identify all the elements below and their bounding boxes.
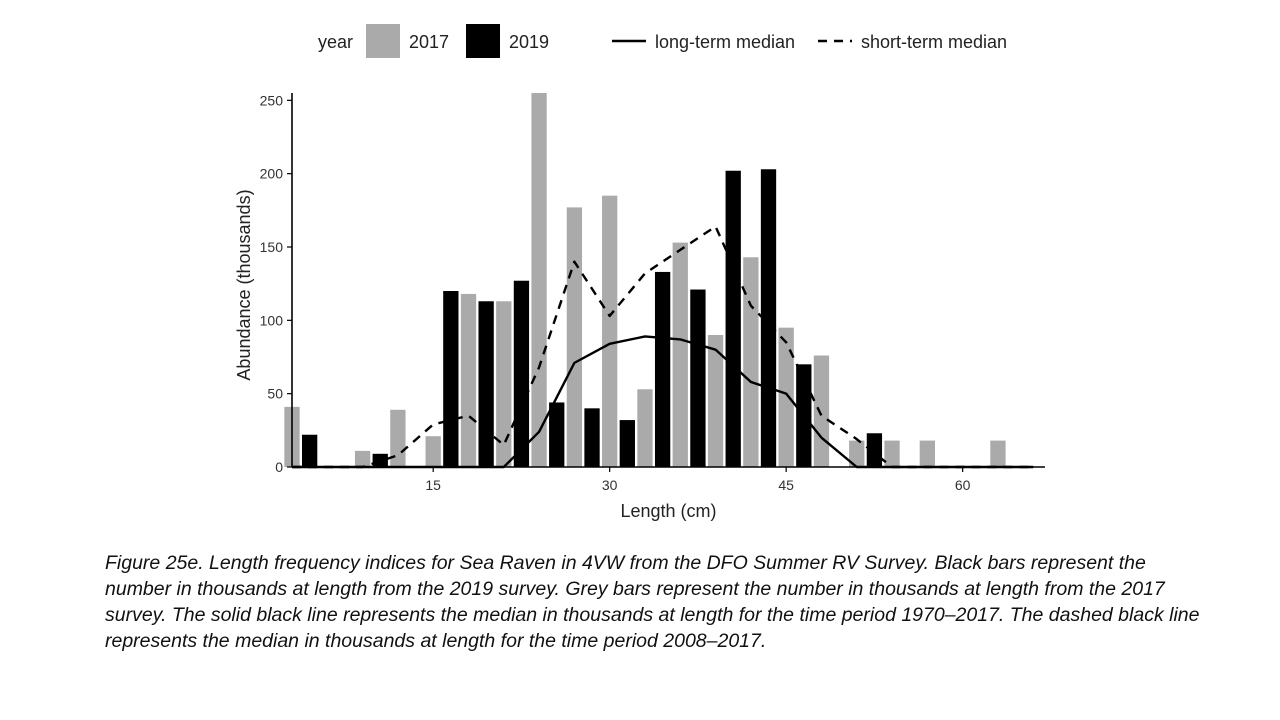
bar-2019-19.5 <box>478 301 494 467</box>
bar-2019-34.5 <box>654 271 671 467</box>
y-tick-label-0: 0 <box>275 459 283 475</box>
bar-2017-36 <box>672 242 688 467</box>
bar-2019-28.5 <box>584 408 600 467</box>
y-tick-label-250: 250 <box>260 92 284 108</box>
bar-2019-25.5 <box>549 402 565 467</box>
bar-2017-27 <box>566 207 583 467</box>
bars-layer <box>284 93 1006 468</box>
bar-2017-42 <box>743 257 759 467</box>
bar-2019-43.5 <box>760 169 777 467</box>
bar-2017-15 <box>425 436 441 467</box>
y-tick-label-150: 150 <box>260 239 284 255</box>
bar-2017-51 <box>849 440 865 467</box>
legend-label-long-term-median: long-term median <box>655 32 795 52</box>
bar-2017-12 <box>390 409 406 467</box>
bar-2019-22.5 <box>513 280 530 467</box>
legend-label-2017: 2017 <box>409 32 449 52</box>
bar-2017-21 <box>496 301 512 467</box>
y-tick-label-200: 200 <box>260 166 284 182</box>
x-axis-title: Length (cm) <box>620 501 716 521</box>
bar-2019-10.5 <box>372 453 388 467</box>
legend-label-short-term-median: short-term median <box>861 32 1007 52</box>
y-tick-label-50: 50 <box>267 386 283 402</box>
length-frequency-chart: year 2017 2019 long-term median short-term m… <box>234 24 1045 521</box>
axes-layer: 0 50 100 150 200 250 15 30 45 60 <box>260 92 1045 493</box>
bar-2017-54 <box>884 440 900 467</box>
legend-swatch-2019 <box>466 24 500 58</box>
bar-2019-4.5 <box>302 434 318 467</box>
bar-2019-40.5 <box>725 170 741 468</box>
x-tick-label-30: 30 <box>602 477 618 493</box>
x-tick-label-45: 45 <box>778 477 794 493</box>
legend-swatch-2017 <box>366 24 400 58</box>
bar-2017-48 <box>813 355 830 467</box>
bar-2017-39 <box>707 335 724 467</box>
y-tick-label-100: 100 <box>260 312 284 328</box>
legend-title: year <box>318 32 353 52</box>
bar-2019-31.5 <box>619 420 635 467</box>
bar-2019-37.5 <box>690 289 706 467</box>
bar-2017-24 <box>531 93 547 467</box>
y-axis-title: Abundance (thousands) <box>234 189 254 380</box>
x-tick-label-15: 15 <box>425 477 441 493</box>
bar-2017-57 <box>919 440 935 467</box>
bar-2017-63 <box>990 440 1006 467</box>
bar-2017-18 <box>460 293 477 467</box>
bar-2017-33 <box>637 389 653 467</box>
chart-legend: year 2017 2019 long-term median short-term m… <box>318 24 1007 58</box>
bar-2019-52.5 <box>866 433 883 467</box>
legend-label-2019: 2019 <box>509 32 549 52</box>
x-tick-label-60: 60 <box>955 477 971 493</box>
bar-2019-16.5 <box>443 291 459 467</box>
bar-2017-45 <box>778 327 794 467</box>
bar-2017-9 <box>354 450 371 467</box>
figure-caption: Figure 25e. Length frequency indices for… <box>105 552 1200 652</box>
bar-2017-30 <box>602 195 618 468</box>
